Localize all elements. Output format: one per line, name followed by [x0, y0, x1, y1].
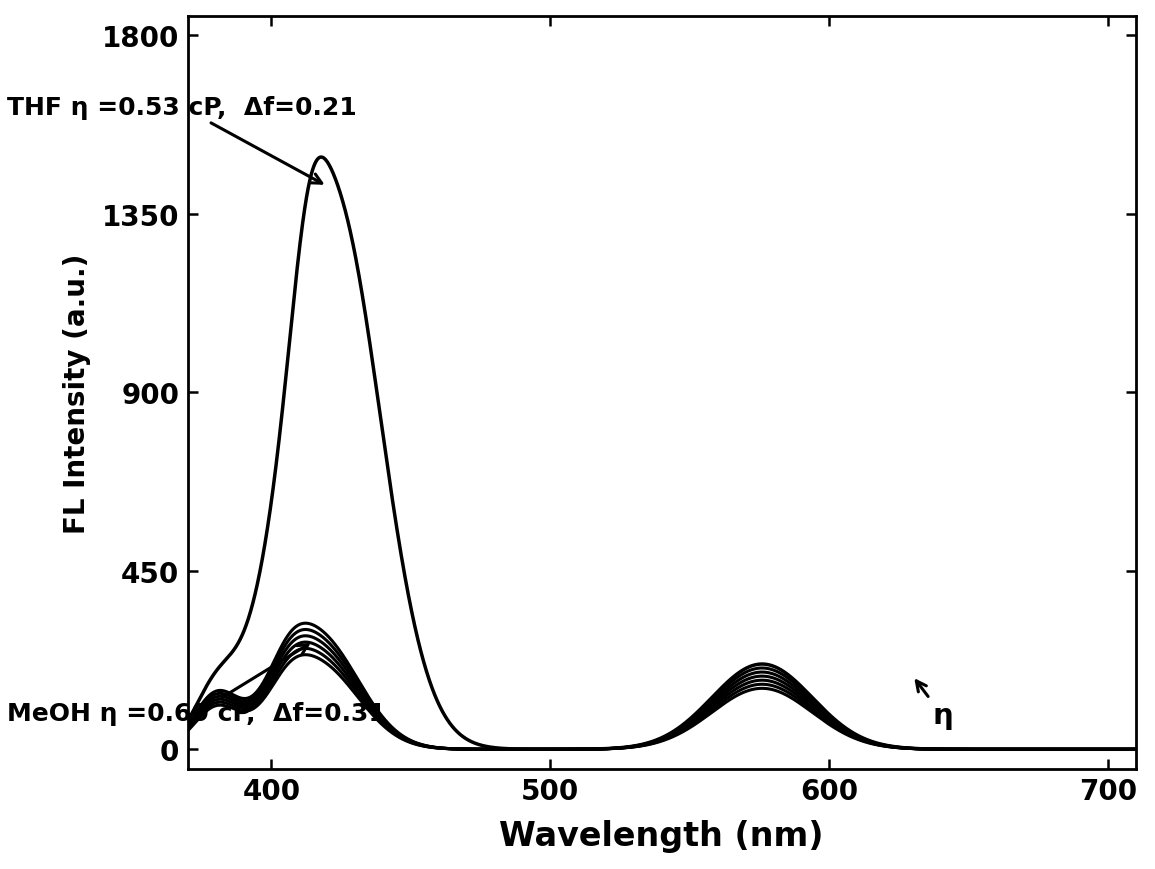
Y-axis label: FL Intensity (a.u.): FL Intensity (a.u.): [62, 253, 91, 533]
X-axis label: Wavelength (nm): Wavelength (nm): [499, 819, 824, 852]
Text: THF η =0.53 cP,  Δf=0.21: THF η =0.53 cP, Δf=0.21: [7, 96, 357, 184]
Text: MeOH η =0.60 cP,  Δf=0.31: MeOH η =0.60 cP, Δf=0.31: [7, 645, 386, 726]
Text: η: η: [916, 681, 953, 730]
